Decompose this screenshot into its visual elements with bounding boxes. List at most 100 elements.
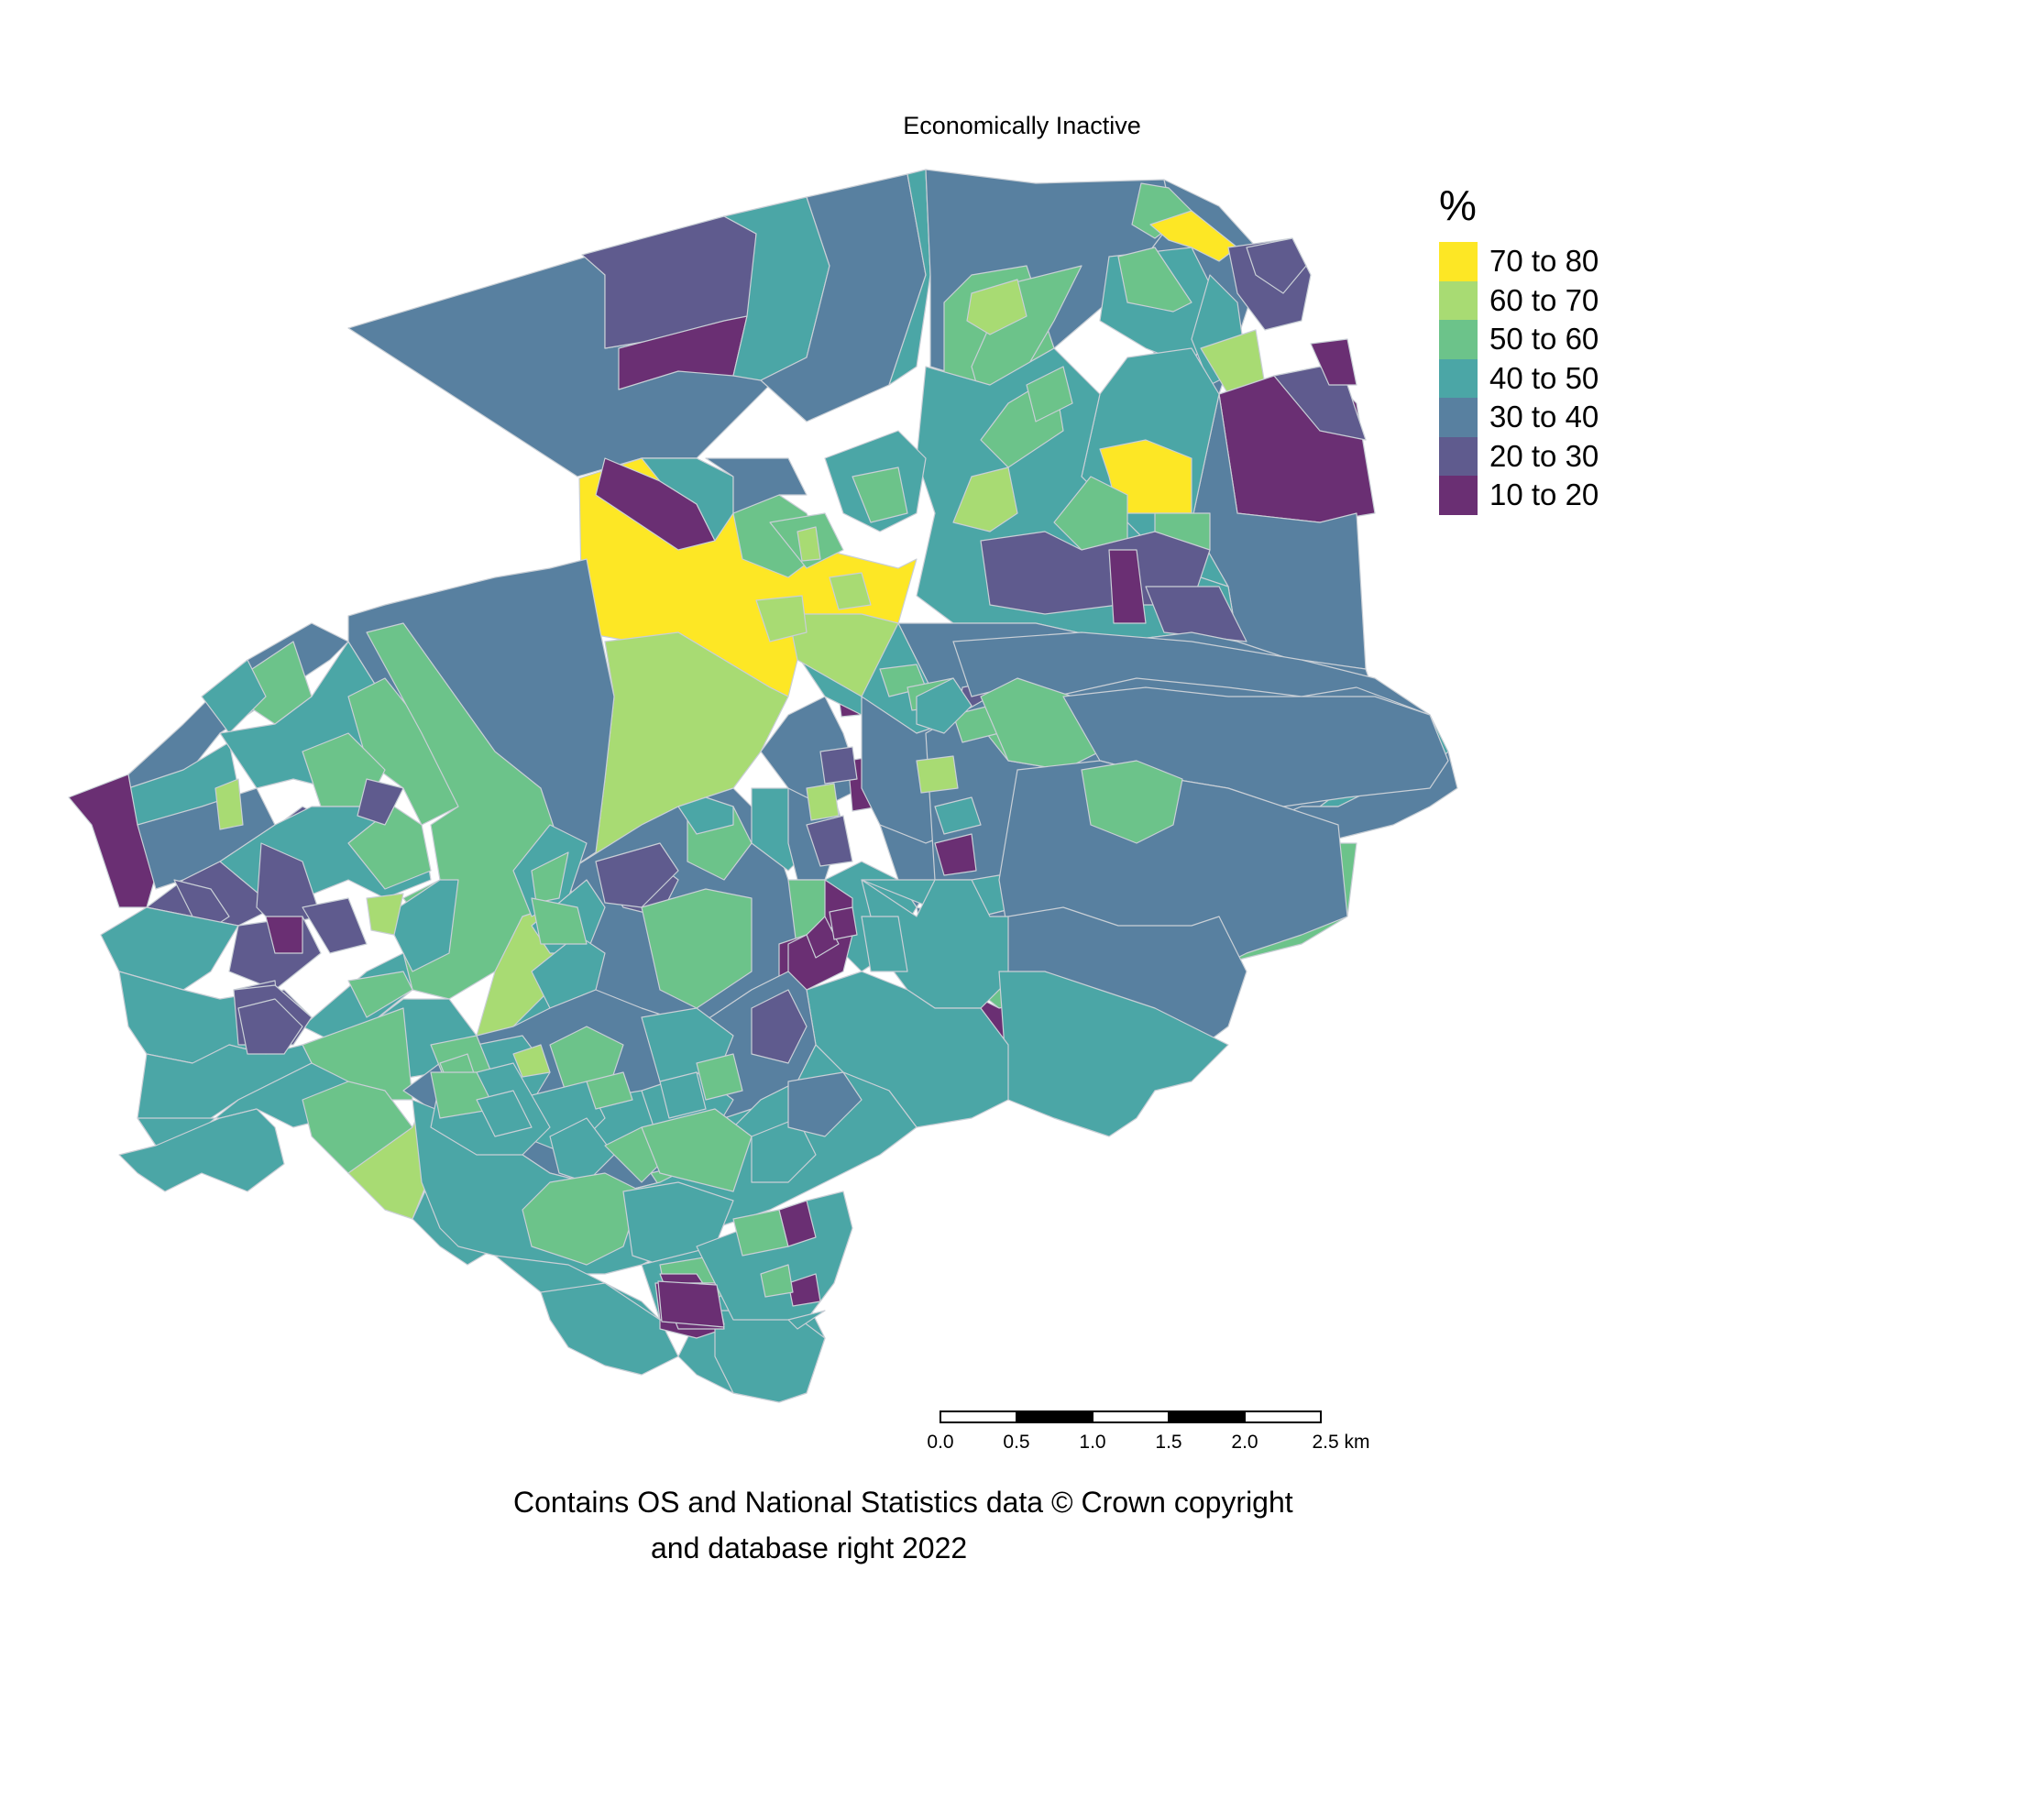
map-region	[595, 842, 679, 908]
legend-item: 30 to 40	[1439, 398, 1599, 437]
map-region	[237, 998, 303, 1055]
map-region	[861, 916, 908, 972]
scale-bar-tick-label: 2.0	[1231, 1432, 1258, 1453]
scale-bar-segment	[1092, 1410, 1170, 1423]
legend-label: 30 to 40	[1489, 400, 1599, 434]
scale-bar-labels: 0.0 0.5 1.0 1.5 2.0 2.5 km	[927, 1432, 1369, 1453]
map-region	[787, 1071, 863, 1137]
map-region	[852, 466, 908, 523]
map-region	[1149, 210, 1238, 262]
map-region	[916, 677, 973, 734]
map-region	[641, 1108, 753, 1192]
map-region	[1310, 338, 1357, 386]
map-region	[751, 989, 808, 1064]
legend-item: 60 to 70	[1439, 280, 1599, 320]
map-region	[806, 783, 840, 821]
map-region	[1117, 247, 1192, 313]
map-region	[952, 466, 1018, 532]
legend-label: 50 to 60	[1489, 322, 1599, 357]
scale-bar: 0.0 0.5 1.0 1.5 2.0 2.5 km	[927, 1410, 1370, 1453]
map-region	[778, 1200, 817, 1247]
map-region	[787, 1273, 821, 1307]
map-region	[512, 1044, 551, 1078]
legend-item: 10 to 20	[1439, 476, 1599, 515]
scale-bar-segment	[1168, 1410, 1246, 1423]
map-region	[1081, 760, 1183, 844]
legend-swatch	[1439, 280, 1478, 320]
map-region	[966, 279, 1027, 335]
map-region	[659, 1071, 707, 1119]
map-region	[755, 595, 808, 642]
map-region	[357, 778, 404, 826]
map-region	[677, 796, 734, 835]
scale-bar-tick-label: 0.5	[1003, 1432, 1029, 1453]
legend-swatch	[1439, 320, 1478, 359]
map-region	[522, 1172, 643, 1266]
map-region	[347, 971, 413, 1018]
scale-bar-segment	[1016, 1410, 1093, 1423]
map-region	[214, 778, 244, 830]
legend-label: 10 to 20	[1489, 477, 1599, 512]
legend-swatch	[1439, 398, 1478, 437]
map-region	[641, 888, 753, 1009]
map-region	[118, 1108, 285, 1192]
map-region	[531, 897, 588, 945]
attribution-line-1: Contains OS and National Statistics data…	[513, 1486, 1293, 1519]
scale-bar-segments	[940, 1410, 1322, 1423]
map-region	[696, 1053, 743, 1101]
map-region	[586, 1071, 633, 1110]
legend-item: 40 to 50	[1439, 358, 1599, 398]
map-region	[806, 815, 853, 867]
map-regions	[68, 169, 1458, 1403]
map-region	[384, 879, 459, 972]
legend-swatch	[1439, 436, 1478, 476]
legend-label: 40 to 50	[1489, 360, 1599, 395]
map-region	[201, 659, 267, 734]
legend-item: 20 to 30	[1439, 436, 1599, 476]
scale-bar-tick-label: 1.5	[1155, 1432, 1181, 1453]
legend-title: %	[1439, 181, 1477, 229]
map-region	[787, 1310, 826, 1330]
scale-bar-segment	[940, 1410, 1017, 1423]
map-region	[797, 526, 821, 562]
map-region	[829, 572, 872, 610]
map-region	[540, 1282, 679, 1376]
map-region	[366, 893, 404, 936]
map-region	[760, 1264, 794, 1298]
map-region	[641, 457, 734, 542]
map-region	[705, 457, 808, 514]
map-region	[1246, 237, 1307, 294]
map-region	[1026, 366, 1073, 423]
scale-bar-tick-label: 2.5 km	[1312, 1432, 1369, 1453]
map-region	[934, 833, 977, 876]
map-region	[829, 906, 858, 940]
map-region	[657, 1280, 725, 1328]
legend-item: 50 to 60	[1439, 320, 1599, 359]
map-region	[819, 746, 858, 785]
map-title: Economically Inactive	[903, 112, 1141, 139]
map-region	[476, 1090, 533, 1137]
legend-label: 70 to 80	[1489, 244, 1599, 279]
map-region	[531, 851, 569, 904]
legend: % 70 to 80 60 to 70 50 to 60 40 to 50 30 to …	[1439, 181, 1599, 515]
map-region	[916, 755, 959, 794]
attribution: Contains OS and National Statistics data…	[513, 1479, 1293, 1571]
map-region	[1145, 586, 1247, 642]
map-region	[998, 971, 1229, 1137]
map-region	[1108, 549, 1147, 624]
scale-bar-segment	[1244, 1410, 1322, 1423]
scale-bar-tick-label: 0.0	[927, 1432, 953, 1453]
legend-label: 60 to 70	[1489, 282, 1599, 317]
legend-item: 70 to 80	[1439, 242, 1599, 281]
map-region	[787, 613, 899, 697]
legend-label: 20 to 30	[1489, 438, 1599, 473]
map-region	[265, 916, 303, 954]
legend-swatch	[1439, 242, 1478, 281]
legend-rows: 70 to 80 60 to 70 50 to 60 40 to 50 30 to 40…	[1439, 242, 1599, 515]
attribution-line-2: and database right 2022	[651, 1531, 968, 1564]
map-region	[934, 796, 982, 835]
scale-bar-tick-label: 1.0	[1079, 1432, 1105, 1453]
map-region	[549, 1117, 615, 1183]
legend-swatch	[1439, 476, 1478, 515]
